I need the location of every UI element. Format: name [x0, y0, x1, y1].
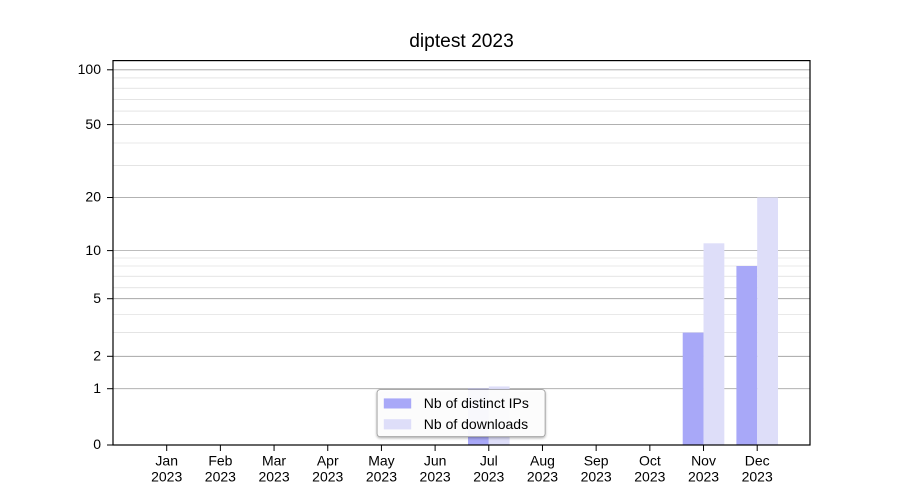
svg-text:Nb of distinct IPs: Nb of distinct IPs [424, 395, 529, 411]
svg-text:Nov: Nov [691, 453, 716, 469]
svg-text:2023: 2023 [688, 469, 719, 485]
svg-text:1: 1 [93, 380, 101, 396]
svg-text:Dec: Dec [745, 453, 770, 469]
svg-text:2023: 2023 [312, 469, 343, 485]
svg-text:50: 50 [85, 116, 101, 132]
svg-text:0: 0 [93, 436, 101, 452]
svg-text:Nb of downloads: Nb of downloads [424, 416, 528, 432]
svg-text:Apr: Apr [317, 453, 339, 469]
svg-text:2023: 2023 [527, 469, 558, 485]
svg-text:5: 5 [93, 290, 101, 306]
svg-text:2023: 2023 [742, 469, 773, 485]
svg-text:100: 100 [78, 61, 102, 77]
svg-text:May: May [368, 453, 394, 469]
svg-text:2023: 2023 [258, 469, 289, 485]
svg-text:diptest 2023: diptest 2023 [409, 31, 514, 52]
svg-text:2023: 2023 [473, 469, 504, 485]
svg-text:Aug: Aug [530, 453, 555, 469]
svg-text:Jan: Jan [155, 453, 178, 469]
svg-text:2: 2 [93, 348, 101, 364]
svg-text:Sep: Sep [584, 453, 609, 469]
svg-text:2023: 2023 [581, 469, 612, 485]
svg-text:10: 10 [85, 242, 101, 258]
svg-text:Oct: Oct [639, 453, 661, 469]
svg-text:Mar: Mar [262, 453, 286, 469]
svg-text:2023: 2023 [420, 469, 451, 485]
svg-text:Feb: Feb [208, 453, 232, 469]
svg-text:2023: 2023 [634, 469, 665, 485]
svg-text:Jun: Jun [424, 453, 447, 469]
svg-text:2023: 2023 [205, 469, 236, 485]
svg-text:2023: 2023 [366, 469, 397, 485]
svg-text:Jul: Jul [480, 453, 498, 469]
svg-text:2023: 2023 [151, 469, 182, 485]
svg-text:20: 20 [85, 189, 101, 205]
